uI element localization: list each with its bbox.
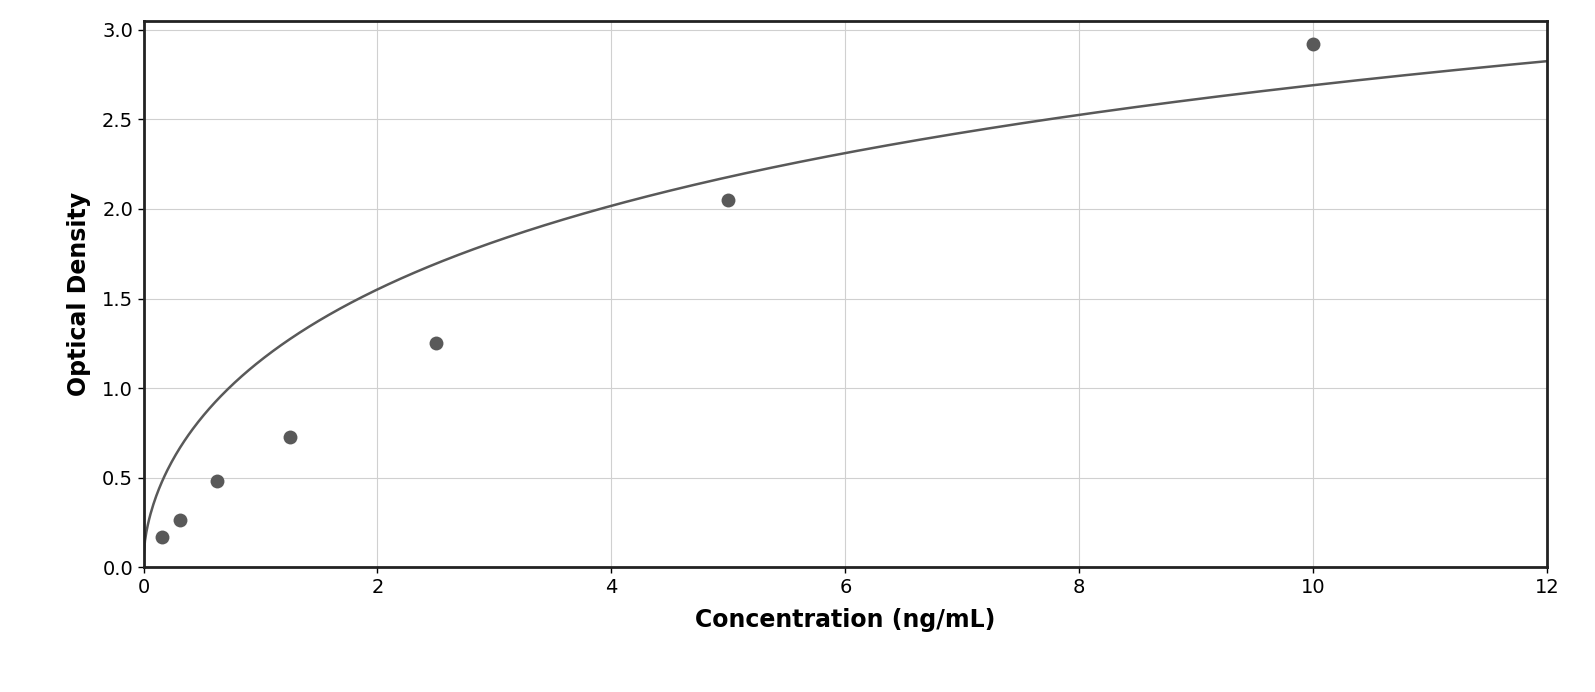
Point: [1300, 39, 1325, 50]
Point: [278, 431, 303, 442]
Point: [204, 476, 230, 487]
Point: [716, 194, 742, 206]
Point: [423, 338, 448, 349]
Point: [148, 531, 174, 543]
Point: [167, 514, 193, 525]
X-axis label: Concentration (ng/mL): Concentration (ng/mL): [695, 608, 995, 632]
Y-axis label: Optical Density: Optical Density: [67, 192, 91, 396]
